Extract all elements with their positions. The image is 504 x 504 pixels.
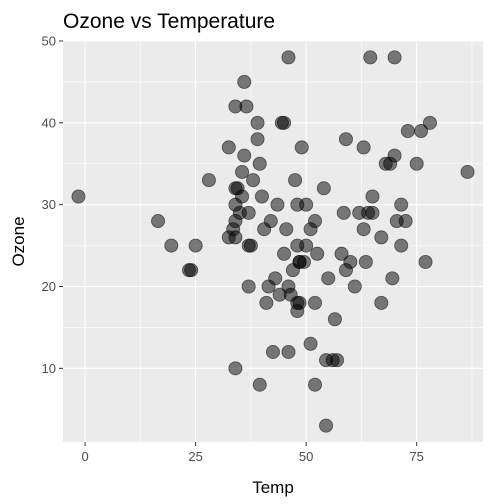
data-point bbox=[299, 197, 314, 212]
data-point bbox=[363, 50, 378, 65]
data-point bbox=[228, 361, 243, 376]
data-point bbox=[394, 197, 409, 212]
data-point bbox=[252, 377, 267, 392]
data-point bbox=[347, 279, 362, 294]
data-point bbox=[307, 377, 322, 392]
data-point bbox=[327, 312, 342, 327]
data-point bbox=[303, 336, 318, 351]
data-point bbox=[250, 115, 265, 130]
x-axis-label: Temp bbox=[252, 478, 294, 497]
data-point bbox=[237, 148, 252, 163]
data-point bbox=[330, 353, 345, 368]
data-point bbox=[268, 271, 283, 286]
data-point bbox=[164, 238, 179, 253]
data-point bbox=[409, 156, 424, 171]
data-point bbox=[414, 124, 429, 139]
data-point bbox=[221, 140, 236, 155]
data-point bbox=[387, 50, 402, 65]
y-tick-label: 50 bbox=[42, 34, 56, 49]
data-point bbox=[385, 271, 400, 286]
plot-panel bbox=[63, 41, 483, 442]
data-point bbox=[184, 263, 199, 278]
data-point bbox=[356, 140, 371, 155]
y-tick-label: 20 bbox=[42, 279, 56, 294]
data-point bbox=[398, 214, 413, 229]
data-point bbox=[151, 214, 166, 229]
y-tick-label: 40 bbox=[42, 115, 56, 130]
data-point bbox=[71, 189, 86, 204]
data-point bbox=[265, 344, 280, 359]
data-point bbox=[394, 238, 409, 253]
data-point bbox=[228, 230, 243, 245]
data-point bbox=[365, 205, 380, 220]
data-point bbox=[279, 222, 294, 237]
data-points bbox=[71, 50, 475, 433]
data-point bbox=[259, 295, 274, 310]
data-point bbox=[343, 254, 358, 269]
data-point bbox=[310, 246, 325, 261]
data-point bbox=[277, 115, 292, 130]
data-point bbox=[374, 230, 389, 245]
data-point bbox=[252, 156, 267, 171]
data-point bbox=[288, 173, 303, 188]
data-point bbox=[356, 222, 371, 237]
data-point bbox=[307, 214, 322, 229]
chart-title: Ozone vs Temperature bbox=[63, 10, 275, 33]
data-point bbox=[365, 189, 380, 204]
x-tick-label: 25 bbox=[188, 449, 202, 464]
data-point bbox=[292, 295, 307, 310]
data-point bbox=[237, 74, 252, 89]
data-point bbox=[277, 246, 292, 261]
data-point bbox=[319, 418, 334, 433]
data-point bbox=[270, 197, 285, 212]
data-point bbox=[281, 344, 296, 359]
data-point bbox=[250, 132, 265, 147]
y-axis-label: Ozone bbox=[9, 216, 28, 266]
data-point bbox=[336, 205, 351, 220]
data-point bbox=[358, 254, 373, 269]
data-point bbox=[422, 115, 437, 130]
x-tick-label: 0 bbox=[81, 449, 88, 464]
data-point bbox=[239, 99, 254, 114]
data-point bbox=[241, 238, 256, 253]
data-point bbox=[338, 132, 353, 147]
data-point bbox=[387, 148, 402, 163]
data-point bbox=[374, 295, 389, 310]
data-point bbox=[241, 279, 256, 294]
data-point bbox=[296, 254, 311, 269]
data-point bbox=[235, 164, 250, 179]
x-tick-label: 50 bbox=[299, 449, 313, 464]
data-point bbox=[418, 254, 433, 269]
x-tick-label: 75 bbox=[409, 449, 423, 464]
data-point bbox=[321, 271, 336, 286]
axis-ticks: 0 25 50 75 10 20 30 40 50 bbox=[42, 34, 424, 465]
y-tick-label: 10 bbox=[42, 361, 56, 376]
data-point bbox=[294, 140, 309, 155]
data-point bbox=[254, 189, 269, 204]
y-tick-label: 30 bbox=[42, 197, 56, 212]
data-point bbox=[263, 214, 278, 229]
data-point bbox=[188, 238, 203, 253]
data-point bbox=[307, 295, 322, 310]
data-point bbox=[299, 238, 314, 253]
data-point bbox=[235, 189, 250, 204]
data-point bbox=[241, 205, 256, 220]
data-point bbox=[281, 50, 296, 65]
data-point bbox=[400, 124, 415, 139]
data-point bbox=[334, 246, 349, 261]
data-point bbox=[460, 164, 475, 179]
data-point bbox=[316, 181, 331, 196]
data-point bbox=[246, 173, 261, 188]
data-point bbox=[201, 173, 216, 188]
